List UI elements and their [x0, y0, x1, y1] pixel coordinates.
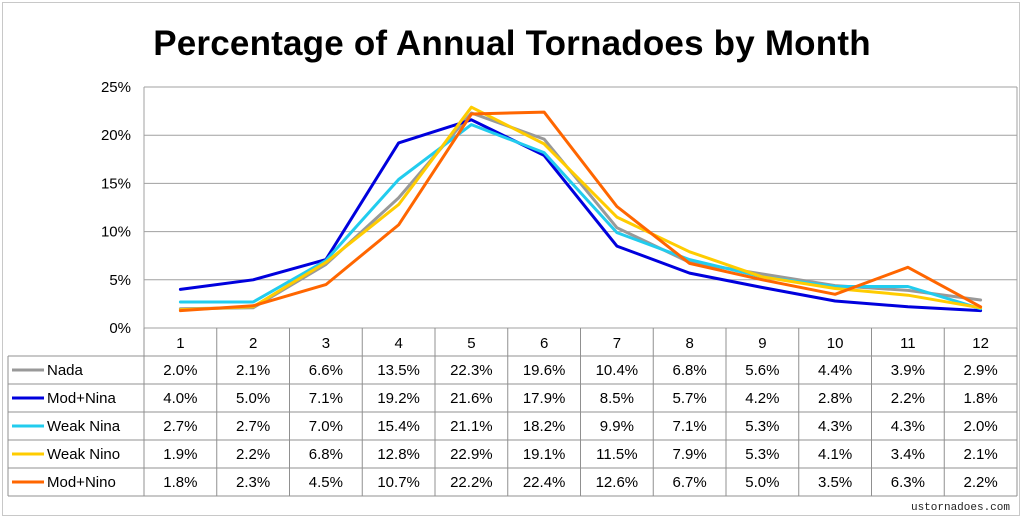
- data-table-value: 5.3%: [745, 418, 779, 435]
- x-tick-label: 12: [972, 335, 989, 352]
- x-tick-label: 5: [467, 335, 475, 352]
- data-table-value: 22.3%: [450, 362, 493, 379]
- data-table-value: 4.3%: [891, 418, 925, 435]
- data-table-value: 10.4%: [596, 362, 639, 379]
- data-table-value: 21.6%: [450, 390, 493, 407]
- legend-label: Mod+Nino: [47, 474, 116, 491]
- chart-title: Percentage of Annual Tornadoes by Month: [153, 24, 871, 63]
- data-table-value: 3.4%: [891, 446, 925, 463]
- data-table-value: 4.4%: [818, 362, 852, 379]
- legend-label: Mod+Nina: [47, 390, 116, 407]
- x-tick-label: 4: [394, 335, 402, 352]
- data-table-value: 22.2%: [450, 474, 493, 491]
- data-table-value: 2.1%: [964, 446, 998, 463]
- x-tick-label: 6: [540, 335, 548, 352]
- y-tick-label: 10%: [101, 224, 131, 241]
- data-table-value: 2.3%: [236, 474, 270, 491]
- legend-label: Nada: [47, 362, 84, 379]
- data-table-value: 13.5%: [377, 362, 420, 379]
- data-table-value: 19.1%: [523, 446, 566, 463]
- data-table-value: 5.7%: [673, 390, 707, 407]
- data-table-value: 19.6%: [523, 362, 566, 379]
- legend-label: Weak Nino: [47, 446, 120, 463]
- data-table-value: 7.0%: [309, 418, 343, 435]
- x-tick-label: 9: [758, 335, 766, 352]
- series-line: [178, 110, 983, 313]
- x-tick-label: 3: [322, 335, 330, 352]
- data-table-value: 7.9%: [673, 446, 707, 463]
- data-table-value: 17.9%: [523, 390, 566, 407]
- data-table-value: 2.0%: [964, 418, 998, 435]
- data-table-value: 22.9%: [450, 446, 493, 463]
- data-table-value: 5.0%: [745, 474, 779, 491]
- y-tick-label: 15%: [101, 175, 131, 192]
- data-table-value: 2.0%: [163, 362, 197, 379]
- data-table-value: 18.2%: [523, 418, 566, 435]
- data-table-value: 2.7%: [236, 418, 270, 435]
- data-table-value: 22.4%: [523, 474, 566, 491]
- x-tick-label: 11: [900, 335, 916, 352]
- legend-label: Weak Nina: [47, 418, 121, 435]
- series-line: [178, 123, 983, 311]
- y-tick-label: 0%: [109, 320, 131, 337]
- data-table-value: 6.6%: [309, 362, 343, 379]
- data-table-value: 4.0%: [163, 390, 197, 407]
- data-table-value: 8.5%: [600, 390, 634, 407]
- data-table-value: 7.1%: [309, 390, 343, 407]
- data-table-value: 1.8%: [964, 390, 998, 407]
- data-table-value: 5.0%: [236, 390, 270, 407]
- x-tick-label: 2: [249, 335, 257, 352]
- data-table-value: 1.8%: [163, 474, 197, 491]
- x-tick-label: 10: [827, 335, 844, 352]
- data-table-value: 15.4%: [377, 418, 420, 435]
- data-table-value: 6.8%: [309, 446, 343, 463]
- data-table-value: 2.9%: [964, 362, 998, 379]
- data-table-value: 9.9%: [600, 418, 634, 435]
- data-table-value: 11.5%: [596, 446, 637, 463]
- data-table-value: 6.3%: [891, 474, 925, 491]
- data-table-value: 2.2%: [236, 446, 270, 463]
- data-table-value: 3.5%: [818, 474, 852, 491]
- data-table-value: 21.1%: [450, 418, 493, 435]
- data-table-value: 10.7%: [377, 474, 420, 491]
- data-table-value: 2.1%: [236, 362, 270, 379]
- data-table-value: 2.2%: [964, 474, 998, 491]
- data-table-value: 3.9%: [891, 362, 925, 379]
- data-table-value: 5.3%: [745, 446, 779, 463]
- data-table-value: 6.7%: [673, 474, 707, 491]
- x-tick-label: 7: [613, 335, 621, 352]
- data-table-value: 2.2%: [891, 390, 925, 407]
- y-tick-label: 25%: [101, 79, 131, 96]
- data-table-value: 2.7%: [163, 418, 197, 435]
- y-tick-label: 5%: [109, 272, 131, 289]
- data-table-value: 4.1%: [818, 446, 852, 463]
- data-table-value: 12.6%: [596, 474, 639, 491]
- data-table-value: 4.2%: [745, 390, 779, 407]
- series-line: [178, 118, 983, 313]
- y-tick-label: 20%: [101, 127, 131, 144]
- data-table-value: 4.3%: [818, 418, 852, 435]
- x-tick-label: 1: [176, 335, 184, 352]
- data-table-value: 7.1%: [673, 418, 707, 435]
- data-table-value: 1.9%: [163, 446, 197, 463]
- data-table-value: 12.8%: [377, 446, 420, 463]
- data-table-value: 4.5%: [309, 474, 343, 491]
- x-tick-label: 8: [685, 335, 693, 352]
- data-table-value: 2.8%: [818, 390, 852, 407]
- data-table-value: 19.2%: [377, 390, 420, 407]
- data-table-value: 5.6%: [745, 362, 779, 379]
- data-table-value: 6.8%: [673, 362, 707, 379]
- watermark: ustornadoes.com: [910, 502, 1010, 514]
